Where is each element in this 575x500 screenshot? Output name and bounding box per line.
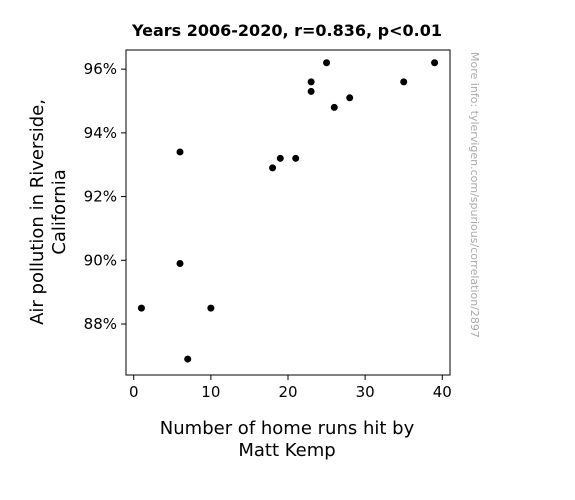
data-point: [176, 148, 184, 156]
y-tick-label: 96%: [84, 60, 117, 78]
plot-area: [125, 49, 451, 376]
data-point: [400, 78, 408, 86]
y-axis-label-line-1: Air pollution in Riverside,: [27, 99, 48, 325]
data-point: [292, 154, 300, 162]
x-axis-label-line-1: Number of home runs hit by: [160, 418, 415, 439]
data-point: [330, 103, 338, 111]
y-tick-label: 88%: [84, 315, 117, 333]
data-point: [207, 304, 215, 312]
y-axis: 88% 90% 92% 94% 96%: [84, 60, 126, 333]
y-tick-label: 94%: [84, 124, 117, 142]
data-point: [307, 87, 315, 95]
watermark-text: More info: tylervigen.com/spurious/corre…: [468, 52, 481, 338]
data-point: [269, 164, 277, 172]
x-axis-label-line-2: Matt Kemp: [238, 440, 335, 461]
chart-title: Years 2006-2020, r=0.836, p<0.01: [131, 21, 442, 40]
x-tick-label: 0: [129, 383, 139, 401]
data-point: [323, 59, 331, 67]
data-point: [137, 304, 145, 312]
data-point: [184, 355, 192, 363]
x-tick-label: 20: [278, 383, 297, 401]
x-axis: 0 10 20 30 40: [129, 375, 452, 401]
data-point: [431, 59, 439, 67]
data-point: [276, 154, 284, 162]
x-tick-label: 10: [201, 383, 220, 401]
x-tick-label: 40: [433, 383, 452, 401]
data-point: [176, 259, 184, 267]
y-axis-label-line-2: California: [49, 169, 70, 254]
y-tick-label: 92%: [84, 188, 117, 206]
data-point: [307, 78, 315, 86]
y-tick-label: 90%: [84, 251, 117, 269]
x-tick-label: 30: [356, 383, 375, 401]
data-point: [346, 94, 354, 102]
data-points: [137, 59, 439, 363]
